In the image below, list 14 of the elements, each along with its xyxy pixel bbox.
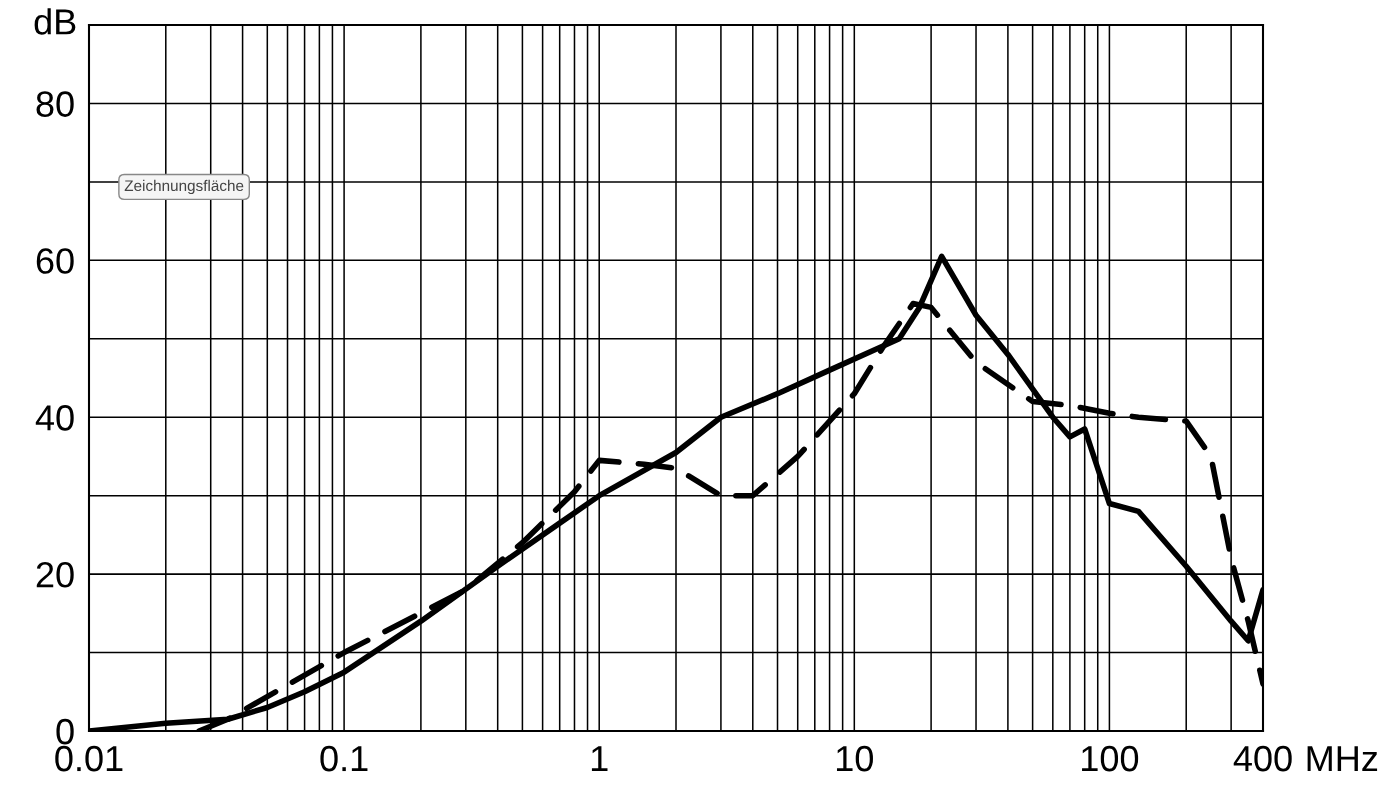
y-tick-label: 40	[35, 405, 74, 431]
y-tick-label: 20	[36, 561, 74, 588]
x-tick-label: 0.01	[55, 745, 123, 772]
y-tick-label: 80	[36, 91, 74, 117]
x-tick-label: 10	[836, 745, 873, 772]
x-tick-label: 400	[1233, 745, 1292, 772]
x-axis-title: MHz	[1307, 746, 1378, 772]
annotation: Zeichnungsfläche	[124, 179, 244, 195]
x-tick-label: 1	[591, 746, 608, 772]
y-axis-title: dB	[34, 8, 76, 35]
y-tick-label: 60	[36, 248, 74, 274]
x-tick-label: 0.1	[320, 745, 368, 772]
x-tick-label: 100	[1082, 745, 1139, 772]
y-tick-label: 0	[56, 718, 74, 745]
